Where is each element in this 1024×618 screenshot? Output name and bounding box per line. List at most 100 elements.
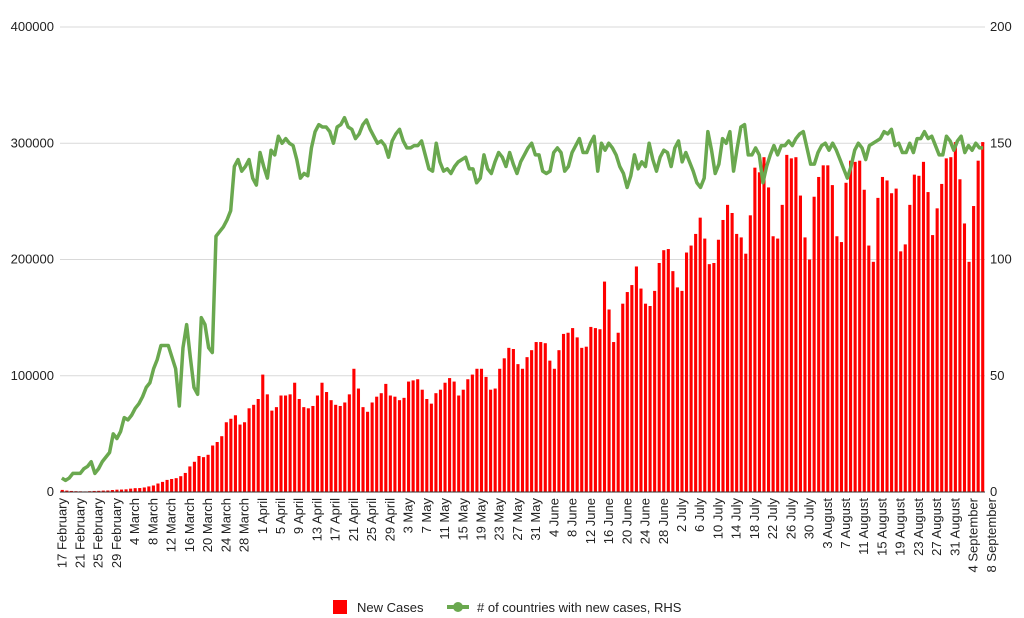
bar bbox=[630, 285, 634, 492]
x-tick-label: 11 August bbox=[856, 498, 871, 555]
legend-label-countries: # of countries with new cases, RHS bbox=[477, 600, 682, 615]
bar bbox=[138, 488, 142, 492]
bar bbox=[438, 389, 443, 492]
bar bbox=[511, 349, 515, 492]
bar bbox=[862, 189, 866, 492]
bar bbox=[944, 158, 948, 493]
x-tick-label: 19 August bbox=[893, 498, 908, 556]
bar bbox=[470, 374, 474, 492]
bar bbox=[926, 192, 930, 492]
bar bbox=[192, 461, 196, 492]
bar bbox=[110, 490, 114, 492]
bar bbox=[981, 142, 985, 492]
bar bbox=[297, 399, 301, 492]
bar bbox=[616, 332, 620, 492]
bar bbox=[753, 167, 757, 492]
bar bbox=[780, 204, 784, 493]
bar bbox=[789, 158, 793, 493]
bar bbox=[612, 342, 616, 492]
x-tick-label: 8 March bbox=[145, 498, 160, 545]
bar bbox=[179, 476, 183, 492]
x-tick-label: 22 July bbox=[765, 498, 780, 540]
bar bbox=[757, 172, 761, 492]
bar bbox=[129, 488, 133, 492]
bar bbox=[771, 236, 775, 492]
bar bbox=[115, 489, 119, 492]
x-tick-label: 24 June bbox=[638, 498, 653, 544]
bar bbox=[921, 161, 926, 492]
bar bbox=[388, 395, 392, 492]
bar bbox=[252, 404, 256, 492]
bar bbox=[694, 233, 698, 493]
x-tick-label: 23 May bbox=[492, 498, 507, 541]
bar bbox=[379, 393, 383, 492]
bar bbox=[151, 485, 155, 492]
left-tick-label: 200000 bbox=[11, 252, 54, 267]
bar bbox=[101, 490, 105, 492]
bar bbox=[721, 219, 725, 492]
x-tick-label: 27 August bbox=[929, 498, 944, 556]
left-tick-label: 400000 bbox=[11, 19, 54, 34]
bar bbox=[466, 379, 470, 492]
x-tick-label: 5 April bbox=[273, 498, 288, 534]
bar bbox=[215, 442, 219, 492]
bar bbox=[953, 142, 957, 492]
left-tick-label: 300000 bbox=[11, 135, 54, 150]
bar bbox=[147, 486, 151, 492]
bar bbox=[274, 407, 278, 492]
x-tick-label: 21 April bbox=[346, 498, 361, 541]
x-tick-label: 15 August bbox=[874, 498, 889, 556]
bar bbox=[170, 478, 174, 492]
bar bbox=[949, 157, 953, 492]
bar bbox=[735, 233, 739, 493]
bar bbox=[849, 160, 853, 492]
bar bbox=[976, 160, 980, 492]
bar bbox=[894, 188, 898, 492]
bar bbox=[475, 368, 479, 492]
bar bbox=[534, 342, 538, 492]
bar bbox=[712, 262, 716, 492]
bar bbox=[876, 197, 880, 492]
bar bbox=[443, 382, 447, 492]
legend-label-new-cases: New Cases bbox=[357, 600, 424, 615]
bar bbox=[311, 405, 315, 492]
x-tick-label: 29 February bbox=[109, 498, 124, 569]
bar bbox=[69, 490, 73, 492]
bar bbox=[106, 490, 110, 492]
right-axis-ticks: 0 50 100 150 200 bbox=[990, 19, 1012, 499]
bar bbox=[680, 290, 684, 492]
bar bbox=[543, 343, 547, 492]
x-tick-label: 3 August bbox=[820, 498, 835, 549]
bar bbox=[174, 478, 178, 492]
countries-line-group bbox=[60, 115, 984, 483]
bar bbox=[416, 379, 420, 492]
bar bbox=[452, 381, 456, 492]
x-tick-label: 4 March bbox=[127, 498, 142, 545]
x-tick-label: 7 May bbox=[419, 498, 434, 534]
x-tick-label: 20 March bbox=[200, 498, 215, 552]
bar bbox=[675, 287, 679, 492]
bar bbox=[238, 424, 242, 492]
bar bbox=[124, 489, 128, 492]
bar bbox=[60, 489, 64, 492]
x-tick-label: 24 March bbox=[218, 498, 233, 552]
bar bbox=[375, 396, 379, 492]
right-tick-label: 200 bbox=[990, 19, 1012, 34]
bar bbox=[821, 165, 825, 492]
x-tick-label: 25 April bbox=[364, 498, 379, 541]
bar bbox=[366, 411, 370, 492]
bar bbox=[393, 396, 397, 492]
bar bbox=[602, 281, 607, 492]
bar bbox=[165, 479, 169, 492]
bar bbox=[65, 490, 69, 492]
bar bbox=[338, 405, 342, 492]
bar bbox=[671, 271, 675, 492]
bar bbox=[684, 252, 689, 492]
bar bbox=[315, 395, 319, 492]
bar bbox=[343, 402, 347, 492]
left-tick-label: 0 bbox=[47, 484, 54, 499]
x-tick-label: 4 June bbox=[546, 498, 561, 537]
x-tick-label: 23 August bbox=[911, 498, 926, 556]
bar bbox=[607, 309, 611, 492]
x-tick-label: 15 May bbox=[455, 498, 470, 541]
